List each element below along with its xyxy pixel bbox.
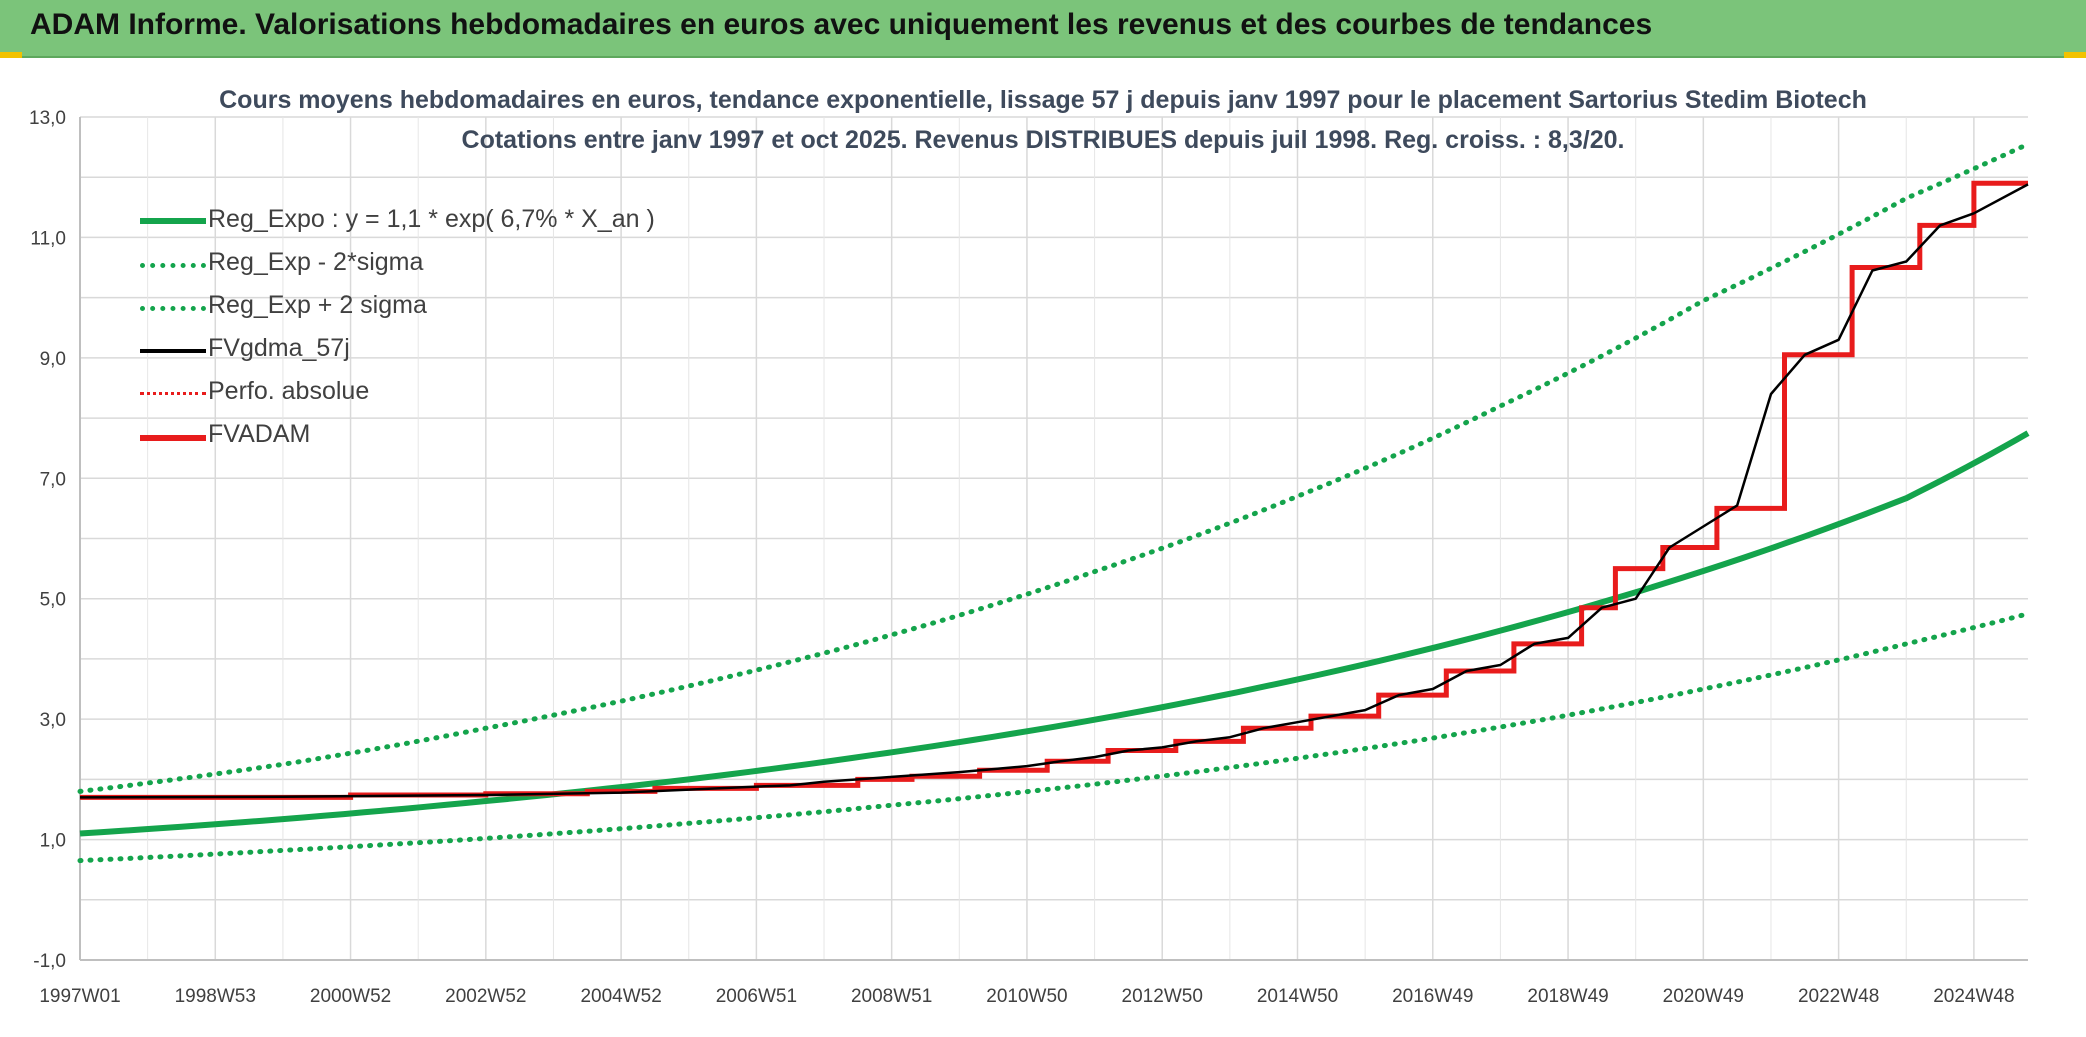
x-tick-label: 2024W48 [1933, 986, 2014, 1007]
chart-area: 13,0 11,0 9,0 7,0 5,0 3,0 1,0 -1,0 1997W01 1998W5… [0, 58, 2086, 1037]
corner-marker-left [0, 52, 22, 58]
y-tick-label: 5,0 [40, 590, 66, 611]
x-tick-label: 2006W51 [716, 986, 797, 1007]
x-tick-label: 2002W52 [445, 986, 526, 1007]
legend-swatch-reg-exp-plus [140, 306, 206, 311]
y-tick-label: 11,0 [30, 228, 66, 249]
x-tick-label: 2000W52 [310, 986, 391, 1007]
x-tick-label: 2008W51 [851, 986, 932, 1007]
legend-label-reg-exp-plus: Reg_Exp + 2 sigma [208, 291, 427, 319]
y-tick-label: -1,0 [33, 951, 66, 972]
x-tick-label: 2014W50 [1257, 986, 1338, 1007]
x-tick-label: 2012W50 [1122, 986, 1203, 1007]
series-fvadam [80, 180, 2028, 800]
series-reg-exp-plus-2sigma [77, 141, 2031, 794]
x-tick-label: 1998W53 [175, 986, 256, 1007]
x-tick-label: 2022W48 [1798, 986, 1879, 1007]
legend-label-fvgdma: FVgdma_57j [208, 334, 350, 362]
y-tick-label: 7,0 [40, 469, 66, 490]
legend-swatch-fvgdma [140, 349, 206, 353]
legend-swatch-fvadam [140, 435, 206, 441]
y-tick-label: 13,0 [29, 108, 66, 129]
x-tick-label: 2018W49 [1527, 986, 1608, 1007]
corner-marker-right [2064, 52, 2086, 58]
x-tick-label: 2016W49 [1392, 986, 1473, 1007]
legend-swatch-perfo [140, 392, 206, 395]
legend-swatch-reg-exp-minus [140, 263, 206, 268]
chart-title-line2: Cotations entre janv 1997 et oct 2025. R… [461, 126, 1625, 154]
legend-label-fvadam: FVADAM [208, 420, 311, 448]
legend-label-reg-expo: Reg_Expo : y = 1,1 * exp( 6,7% * X_an ) [208, 205, 655, 233]
y-tick-label: 3,0 [40, 710, 66, 731]
report-banner: ADAM Informe. Valorisations hebdomadaire… [0, 0, 2086, 58]
legend-label-perfo: Perfo. absolue [208, 377, 370, 405]
series-reg-exp-minus-2sigma [77, 611, 2031, 864]
report-title: ADAM Informe. Valorisations hebdomadaire… [30, 8, 1653, 41]
legend-swatch-reg-expo [140, 218, 206, 224]
x-tick-label: 2020W49 [1663, 986, 1744, 1007]
legend-label-reg-exp-minus: Reg_Exp - 2*sigma [208, 248, 424, 276]
series-fvgdma-57j [79, 183, 2029, 799]
series-reg-expo [79, 430, 2030, 837]
x-tick-label: 2010W50 [986, 986, 1067, 1007]
chart-title-line1: Cours moyens hebdomadaires en euros, ten… [219, 86, 1867, 114]
chart-svg: 13,0 11,0 9,0 7,0 5,0 3,0 1,0 -1,0 1997W01 1998W5… [29, 108, 2031, 1007]
y-tick-label: 9,0 [40, 349, 66, 370]
x-tick-label: 2004W52 [580, 986, 661, 1007]
x-tick-label: 1997W01 [39, 986, 120, 1007]
y-tick-label: 1,0 [40, 831, 66, 852]
